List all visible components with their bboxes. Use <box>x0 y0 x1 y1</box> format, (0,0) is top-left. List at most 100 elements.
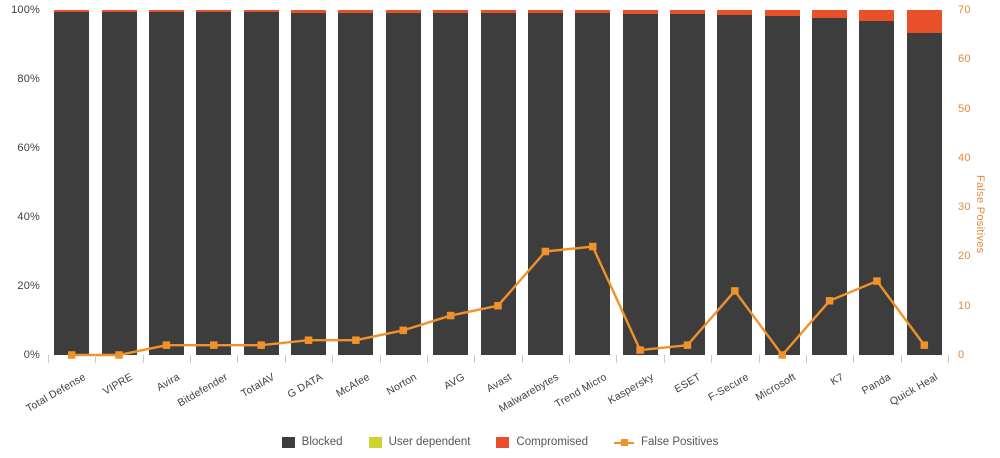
x-axis-label: F-Secure <box>706 371 751 404</box>
bar-segment-compromised[interactable] <box>575 10 611 14</box>
bar-group[interactable] <box>622 10 658 355</box>
bar-group[interactable] <box>480 10 516 355</box>
bar-segment-compromised[interactable] <box>243 10 279 13</box>
right-axis: False Positives 0 10 20 30 40 50 60 70 <box>948 0 1000 365</box>
bar-segment-compromised[interactable] <box>717 10 753 15</box>
false-positives-marker[interactable] <box>825 297 834 305</box>
false-positives-marker[interactable] <box>541 247 550 256</box>
bar-group[interactable] <box>101 10 137 355</box>
bar-segment-compromised[interactable] <box>148 10 184 13</box>
bar-group[interactable] <box>906 10 942 355</box>
bar-group[interactable] <box>385 10 421 355</box>
false-positives-marker[interactable] <box>731 287 739 295</box>
bar-group[interactable] <box>291 10 327 355</box>
x-axis-tick <box>237 355 239 363</box>
left-axis-tick-label: 80% <box>17 73 40 85</box>
false-positives-marker[interactable] <box>352 336 360 344</box>
bar-segment-compromised[interactable] <box>859 10 895 22</box>
bar-segment-compromised[interactable] <box>622 10 658 14</box>
bar-segment-blocked[interactable] <box>338 12 374 355</box>
bar-segment-blocked[interactable] <box>622 13 658 355</box>
bar-segment-compromised[interactable] <box>196 10 232 13</box>
bar-segment-compromised[interactable] <box>291 10 327 13</box>
left-axis-tick-label: 100% <box>11 4 40 16</box>
bar-group[interactable] <box>243 10 279 355</box>
bar-segment-blocked[interactable] <box>575 13 611 355</box>
bar-segment-blocked[interactable] <box>101 12 137 355</box>
legend-item[interactable]: Blocked <box>281 436 343 448</box>
bar-segment-blocked[interactable] <box>527 13 563 355</box>
legend-item[interactable]: False Positives <box>614 436 718 448</box>
left-axis-tick-label: 20% <box>17 280 40 292</box>
false-positives-marker[interactable] <box>162 341 171 349</box>
bar-segment-compromised[interactable] <box>480 10 516 14</box>
bar-segment-compromised[interactable] <box>338 10 374 13</box>
false-positives-marker[interactable] <box>399 326 408 335</box>
bar-group[interactable] <box>859 10 895 355</box>
bar-segment-blocked[interactable] <box>764 15 800 355</box>
bar-segment-blocked[interactable] <box>669 14 705 355</box>
bar-group[interactable] <box>575 10 611 355</box>
bar-segment-compromised[interactable] <box>812 10 848 18</box>
false-positives-marker[interactable] <box>588 242 597 251</box>
bar-segment-compromised[interactable] <box>764 10 800 16</box>
false-positives-marker[interactable] <box>210 341 218 349</box>
bar-group[interactable] <box>433 10 469 355</box>
bar-segment-compromised[interactable] <box>433 10 469 14</box>
bar-group[interactable] <box>717 10 753 355</box>
x-axis-label: Avast <box>484 371 514 395</box>
bar-segment-blocked[interactable] <box>148 12 184 355</box>
bar-segment-blocked[interactable] <box>717 14 753 355</box>
bar-segment-blocked[interactable] <box>385 12 421 355</box>
false-positives-marker[interactable] <box>636 346 644 354</box>
bar-group[interactable] <box>196 10 232 355</box>
x-axis-label: Kaspersky <box>606 371 657 407</box>
false-positives-marker[interactable] <box>920 341 929 349</box>
bar-segment-blocked[interactable] <box>480 13 516 355</box>
x-axis-tick <box>853 355 855 363</box>
x-axis-label: McAfee <box>334 371 372 400</box>
bar-segment-compromised[interactable] <box>669 10 705 15</box>
bar-segment-blocked[interactable] <box>906 33 942 355</box>
bar-segment-compromised[interactable] <box>385 10 421 13</box>
bar-group[interactable] <box>148 10 184 355</box>
bar-group[interactable] <box>812 10 848 355</box>
legend-label: Compromised <box>516 436 588 448</box>
false-positives-marker[interactable] <box>446 311 455 320</box>
x-axis-tick <box>95 355 97 363</box>
false-positives-marker[interactable] <box>494 301 502 310</box>
bar-segment-blocked[interactable] <box>196 12 232 355</box>
legend-label: False Positives <box>641 436 719 448</box>
false-positives-marker[interactable] <box>778 351 786 359</box>
bar-segment-compromised[interactable] <box>101 10 137 13</box>
bar-segment-blocked[interactable] <box>243 12 279 355</box>
bar-group[interactable] <box>527 10 563 355</box>
false-positives-marker[interactable] <box>683 341 692 349</box>
bar-group[interactable] <box>764 10 800 355</box>
bar-segment-compromised[interactable] <box>527 10 563 14</box>
false-positives-marker[interactable] <box>257 341 265 349</box>
x-axis-tick <box>758 355 760 363</box>
left-axis-tick-label: 0% <box>23 349 40 361</box>
bar-segment-blocked[interactable] <box>291 12 327 355</box>
bar-segment-blocked[interactable] <box>859 21 895 355</box>
false-positives-marker[interactable] <box>115 351 123 359</box>
bar-group[interactable] <box>338 10 374 355</box>
false-positives-line-layer <box>67 242 929 359</box>
bar-group[interactable] <box>54 10 90 355</box>
false-positives-marker[interactable] <box>304 336 313 344</box>
false-positives-line <box>70 245 926 357</box>
bar-segment-compromised[interactable] <box>906 10 942 34</box>
legend-item[interactable]: Compromised <box>496 436 588 448</box>
false-positives-marker[interactable] <box>67 351 76 359</box>
bar-segment-blocked[interactable] <box>433 13 469 355</box>
bar-segment-compromised[interactable] <box>54 10 90 13</box>
false-positives-marker[interactable] <box>873 277 881 285</box>
legend-item[interactable]: User dependent <box>368 436 471 448</box>
chart-legend: Blocked User dependent Compromised False Po… <box>0 430 1000 454</box>
legend-label: User dependent <box>388 436 471 448</box>
x-axis-label: Quick Heal <box>888 371 941 409</box>
bar-group[interactable] <box>669 10 705 355</box>
bar-segment-blocked[interactable] <box>54 12 90 355</box>
